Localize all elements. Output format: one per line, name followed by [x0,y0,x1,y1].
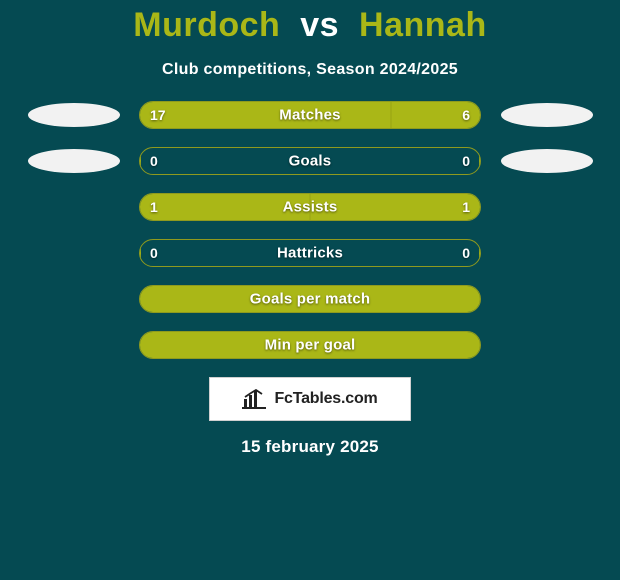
player1-photo-slot [26,147,121,175]
player2-photo-slot [499,101,594,129]
source-text: FcTables.com [274,390,377,408]
stat-row: Min per goal [0,331,620,359]
subtitle: Club competitions, Season 2024/2025 [0,61,620,79]
player1-photo-slot [26,331,121,359]
player1-photo-placeholder [28,103,120,127]
player1-photo-placeholder [28,149,120,173]
stat-label: Goals [140,153,480,170]
player1-photo-slot [26,101,121,129]
vs-label: vs [300,6,339,44]
player2-photo-placeholder [501,103,593,127]
stat-bar: 00Hattricks [139,239,481,267]
stat-bar: 00Goals [139,147,481,175]
stat-row: 176Matches [0,101,620,129]
comparison-date: 15 february 2025 [0,437,620,457]
comparison-title: Murdoch vs Hannah [0,6,620,45]
stat-row: 00Hattricks [0,239,620,267]
chart-icon [242,389,266,409]
player1-photo-slot [26,193,121,221]
stat-bar: 176Matches [139,101,481,129]
stat-label: Min per goal [140,337,480,354]
stat-row: 00Goals [0,147,620,175]
player1-photo-slot [26,285,121,313]
stat-label: Matches [140,107,480,124]
stats-rows: 176Matches 00Goals 11Assists 00Hattricks Goa… [0,101,620,359]
player1-name: Murdoch [133,6,280,44]
source-badge[interactable]: FcTables.com [209,377,411,421]
player2-name: Hannah [359,6,487,44]
player2-photo-slot [499,193,594,221]
stat-label: Hattricks [140,245,480,262]
stat-row: 11Assists [0,193,620,221]
stat-label: Goals per match [140,291,480,308]
player2-photo-slot [499,331,594,359]
player1-photo-slot [26,239,121,267]
player2-photo-slot [499,239,594,267]
stat-label: Assists [140,199,480,216]
player2-photo-placeholder [501,149,593,173]
stat-bar: 11Assists [139,193,481,221]
player2-photo-slot [499,285,594,313]
stat-bar: Min per goal [139,331,481,359]
player2-photo-slot [499,147,594,175]
stat-bar: Goals per match [139,285,481,313]
stat-row: Goals per match [0,285,620,313]
